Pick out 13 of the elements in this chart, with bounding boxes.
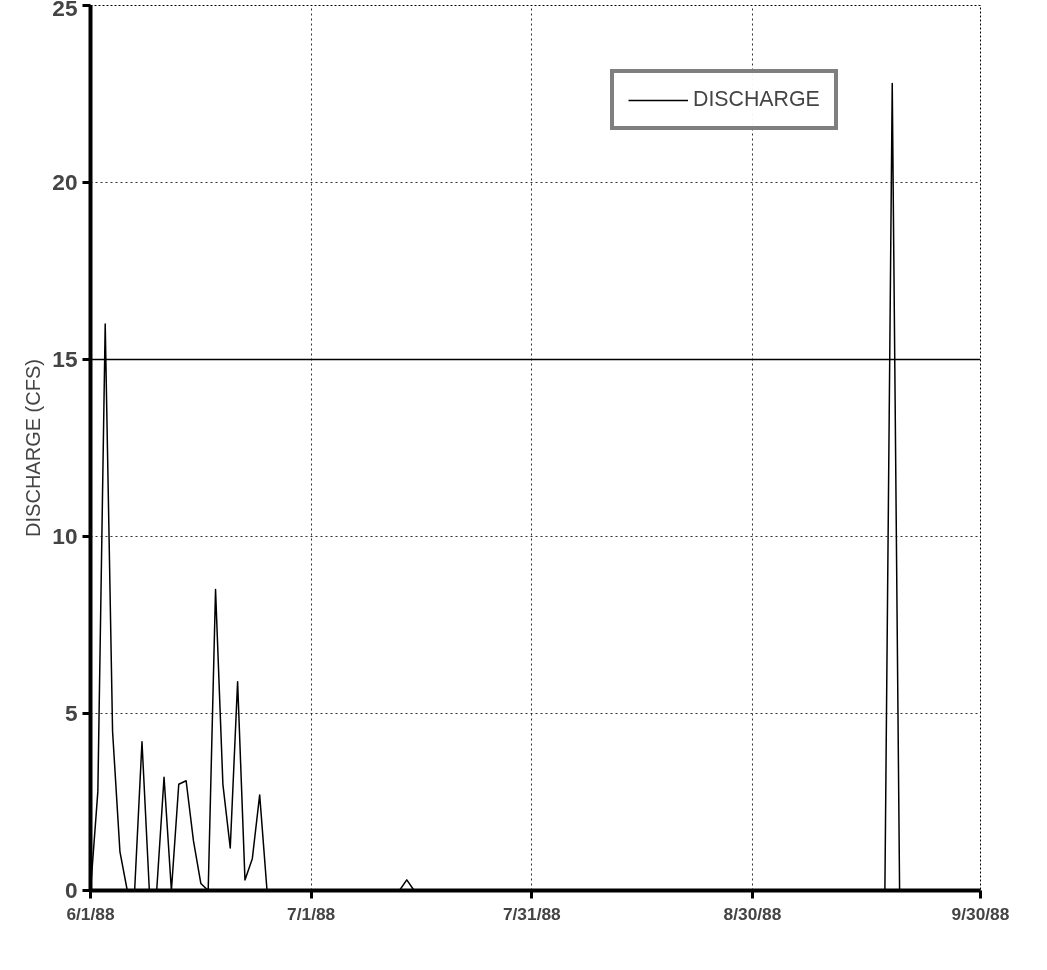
legend-label: DISCHARGE <box>693 87 820 112</box>
y-tick-label: 15 <box>52 346 78 372</box>
x-tick-label: 9/30/88 <box>951 903 1010 924</box>
y-tick-label: 5 <box>64 700 78 726</box>
y-tick-label: 0 <box>64 877 78 903</box>
y-tick-label: 25 <box>52 0 78 21</box>
x-tick-label: 7/31/88 <box>502 903 562 924</box>
x-tick-label: 6/1/88 <box>66 903 115 924</box>
x-tick-label: 8/30/88 <box>723 903 782 924</box>
y-tick-label: 10 <box>52 523 78 549</box>
y-tick-label: 20 <box>52 169 78 195</box>
x-tick-label: 7/1/88 <box>287 903 336 924</box>
y-axis-title: DISCHARGE (CFS) <box>22 359 45 537</box>
